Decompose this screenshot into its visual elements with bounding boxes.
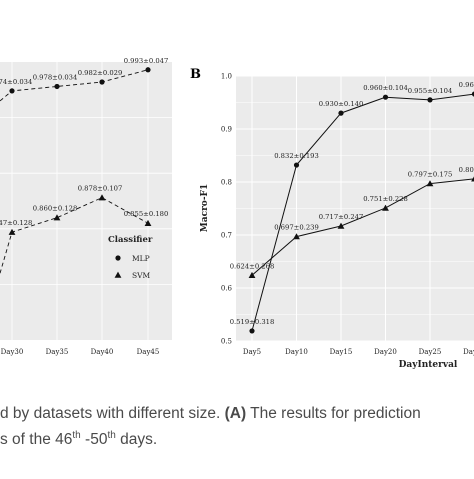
panel-b-x-tick: Day30 xyxy=(463,348,474,356)
panel-b-point-mlp xyxy=(293,162,300,168)
panel-a-x-tick: Day35 xyxy=(46,348,69,356)
panel-a-line-mlp xyxy=(0,69,149,102)
panel-a-point-svm xyxy=(98,194,106,201)
panel-a-data-label: 0.860±0.128 xyxy=(33,205,78,213)
panel-b-x-tick: Day25 xyxy=(419,348,442,356)
panel-b-data-label: 0.717±0.247 xyxy=(319,213,364,221)
panel-b-point-svm xyxy=(293,233,300,240)
panel-a-point-mlp xyxy=(9,88,15,94)
panel-b-data-label: 0.751±0.228 xyxy=(363,195,408,203)
panel-a-x-tick: Day40 xyxy=(91,348,114,356)
caption-line-1: d by datasets with different size. (A) T… xyxy=(0,405,421,422)
panel-a-data-label: 0.978±0.034 xyxy=(33,73,78,81)
panel-b-y-tick: 0.9 xyxy=(221,126,232,134)
panel-b-label: B xyxy=(190,67,201,82)
panel-b-data-label: 0.930±0.140 xyxy=(319,100,364,108)
panel-b-x-tick: Day10 xyxy=(285,348,308,356)
panel-a-point-svm xyxy=(53,214,61,221)
panel-b-data-label: 0.519±0.318 xyxy=(230,318,275,326)
panel-a-point-mlp xyxy=(54,83,60,90)
panel-a-data-label: 0.855±0.180 xyxy=(124,210,169,218)
panel-a-point-svm xyxy=(8,228,16,235)
panel-a-data-label: 0.974±0.034 xyxy=(0,78,32,86)
panel-b-line-svm xyxy=(251,178,474,276)
panel-b-x-tick: Day20 xyxy=(374,348,397,356)
panel-b-point-svm xyxy=(471,176,474,182)
panel-a-data-label: 0.878±0.107 xyxy=(78,185,123,193)
panel-b-x-tick: Day15 xyxy=(330,348,353,356)
legend-label-svm: SVM xyxy=(132,271,151,280)
panel-b-point-mlp xyxy=(427,97,433,103)
panel-b-y-tick: 0.6 xyxy=(221,285,233,293)
panel-a-point-mlp xyxy=(99,79,105,85)
panel-b-data-label: 0.797±0.175 xyxy=(408,171,453,179)
panel-b-point-svm xyxy=(248,271,256,278)
panel-a-data-label: 0.847±0.128 xyxy=(0,219,32,227)
figure-caption: d by datasets with different size. (A) T… xyxy=(0,403,474,451)
panel-b-data-label: 0.697±0.239 xyxy=(274,224,319,232)
legend-title: Classifier xyxy=(108,235,153,245)
panel-a-point-mlp xyxy=(145,67,151,73)
panel-b-point-mlp xyxy=(471,91,474,97)
panel-b-data-label: 0.966±0. xyxy=(459,81,474,89)
panel-a-data-label: 0.982±0.029 xyxy=(78,69,123,77)
legend-marker-svm xyxy=(114,271,122,278)
panel-a-line-svm xyxy=(0,197,149,274)
panel-b-y-tick: 0.7 xyxy=(221,232,232,240)
caption-line-2: s of the 46th -50th days. xyxy=(0,430,158,449)
panel-b-point-mlp xyxy=(338,110,344,116)
panel-b-y-tick: 1.0 xyxy=(221,73,232,81)
panel-b-point-svm xyxy=(337,222,345,229)
panel-b-x-title: DayInterval xyxy=(399,360,458,370)
panel-b-y-title: Macro-F1 xyxy=(200,184,210,232)
panel-b-point-svm xyxy=(382,204,389,211)
panel-b-data-label: 0.832±0.193 xyxy=(274,152,319,160)
panel-b-data-label: 0.624±0.268 xyxy=(230,262,275,270)
panel-b-point-mlp xyxy=(382,94,389,100)
panel-a-data-label: 0.993±0.047 xyxy=(124,57,169,65)
panel-b-line-mlp xyxy=(251,93,474,332)
panel-b-y-tick: 0.8 xyxy=(221,179,232,187)
panel-b-point-mlp xyxy=(249,328,255,334)
panel-b-y-tick: 0.5 xyxy=(221,338,232,346)
legend-label-mlp: MLP xyxy=(132,254,150,263)
legend-marker-mlp xyxy=(115,255,121,261)
panel-b-data-label: 0.955±0.104 xyxy=(408,87,453,95)
panel-b-point-svm xyxy=(426,180,434,187)
panel-b-data-label: 0.960±0.104 xyxy=(363,84,408,92)
panel-a-x-tick: Day45 xyxy=(137,348,160,356)
panel-a-background xyxy=(0,62,172,340)
panel-a-x-tick: Day30 xyxy=(1,348,24,356)
panel-a-point-svm xyxy=(144,219,152,226)
panel-b-data-label: 0.806±0. xyxy=(459,166,474,174)
panel-b-x-tick: Day5 xyxy=(243,348,261,356)
